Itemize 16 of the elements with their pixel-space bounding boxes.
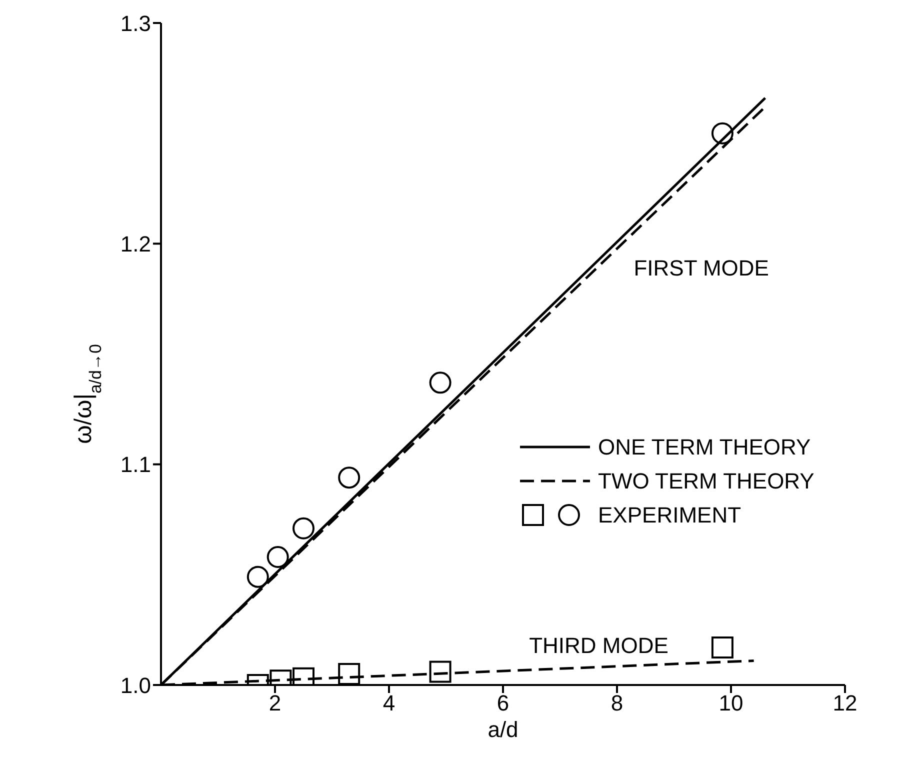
y-tick-label: 1.2 <box>120 231 151 256</box>
x-tick-label: 4 <box>382 690 396 716</box>
x-tick-label: 10 <box>718 690 744 716</box>
annotation: THIRD MODE <box>529 632 668 658</box>
x-axis-title: a/d <box>488 717 518 742</box>
x-tick-label: 8 <box>610 690 624 716</box>
y-tick-label: 1.1 <box>120 452 151 478</box>
annotation: FIRST MODE <box>634 255 769 280</box>
legend-label: EXPERIMENT <box>598 502 742 528</box>
x-tick-label: 2 <box>268 690 282 716</box>
y-tick-label: 1.3 <box>120 10 151 36</box>
legend-label: ONE TERM THEORY <box>598 434 812 460</box>
legend-label: TWO TERM THEORY <box>598 468 815 494</box>
x-tick-label: 6 <box>496 690 510 716</box>
x-tick-label: 12 <box>832 690 858 716</box>
y-tick-label: 1.0 <box>120 672 151 698</box>
